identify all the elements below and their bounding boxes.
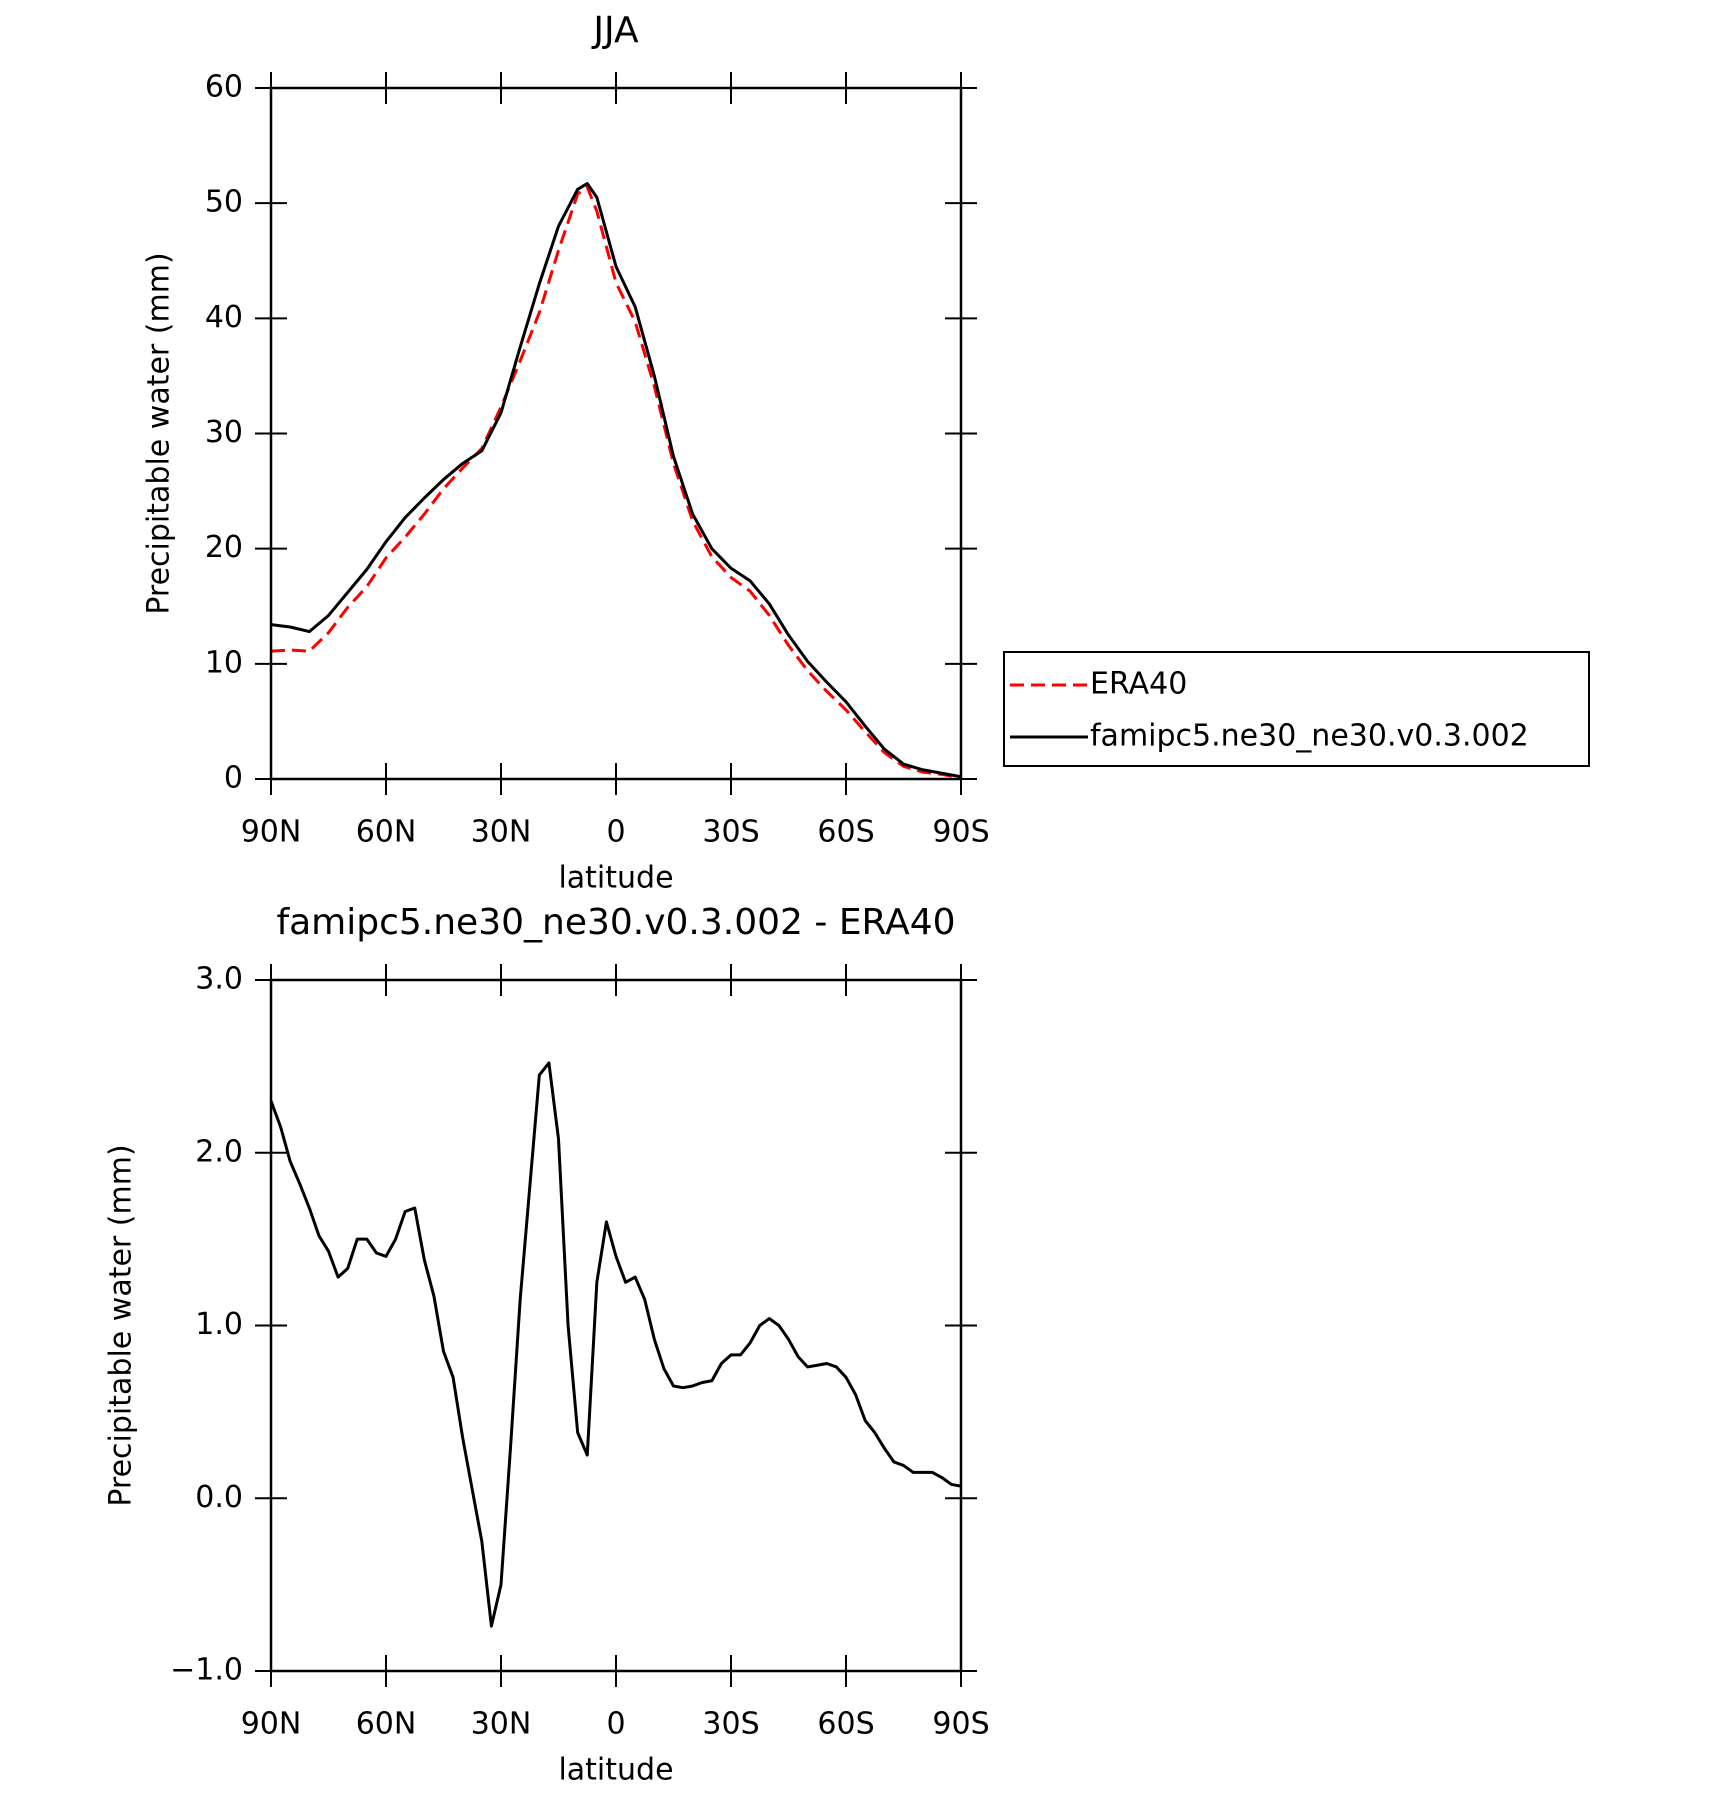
y-tick-label: 0.0 bbox=[195, 1480, 243, 1515]
x-tick-label: 60S bbox=[817, 815, 874, 850]
y-tick-label: 0 bbox=[224, 761, 243, 796]
y-tick-label: 40 bbox=[205, 300, 243, 335]
y-axis-label: Precipitable water (mm) bbox=[142, 252, 177, 614]
x-tick-label: 90N bbox=[241, 1707, 302, 1742]
x-axis-label: latitude bbox=[558, 861, 673, 896]
x-tick-label: 90S bbox=[932, 815, 989, 850]
y-tick-label: −1.0 bbox=[170, 1653, 243, 1688]
x-tick-label: 30N bbox=[471, 815, 532, 850]
y-tick-label: 1.0 bbox=[195, 1307, 243, 1342]
y-tick-label: 10 bbox=[205, 645, 243, 680]
x-tick-label: 90S bbox=[932, 1707, 989, 1742]
y-axis-label: Precipitable water (mm) bbox=[104, 1144, 139, 1506]
plot-frame bbox=[269, 86, 963, 781]
x-tick-label: 30S bbox=[702, 815, 759, 850]
y-tick-label: 3.0 bbox=[195, 962, 243, 997]
x-tick-label: 60S bbox=[817, 1707, 874, 1742]
y-tick-label: 30 bbox=[205, 415, 243, 450]
legend-label: ERA40 bbox=[1090, 667, 1187, 702]
series-line bbox=[270, 182, 962, 779]
x-tick-label: 30S bbox=[702, 1707, 759, 1742]
y-tick-label: 50 bbox=[205, 185, 243, 220]
y-tick-label: 60 bbox=[205, 70, 243, 105]
x-tick-label: 0 bbox=[606, 815, 625, 850]
plot-frame bbox=[269, 978, 963, 1673]
chart-title: famipc5.ne30_ne30.v0.3.002 - ERA40 bbox=[276, 902, 955, 943]
series-line bbox=[270, 185, 962, 780]
legend-box bbox=[1003, 651, 1590, 767]
chart-title: JJA bbox=[591, 10, 639, 51]
y-tick-label: 20 bbox=[205, 530, 243, 565]
x-axis-label: latitude bbox=[558, 1753, 673, 1788]
x-tick-label: 30N bbox=[471, 1707, 532, 1742]
x-tick-label: 90N bbox=[241, 815, 302, 850]
legend-label: famipc5.ne30_ne30.v0.3.002 bbox=[1090, 719, 1529, 754]
x-tick-label: 60N bbox=[356, 815, 417, 850]
series-line bbox=[269, 1061, 962, 1628]
y-tick-label: 2.0 bbox=[195, 1134, 243, 1169]
x-tick-label: 60N bbox=[356, 1707, 417, 1742]
x-tick-label: 0 bbox=[606, 1707, 625, 1742]
